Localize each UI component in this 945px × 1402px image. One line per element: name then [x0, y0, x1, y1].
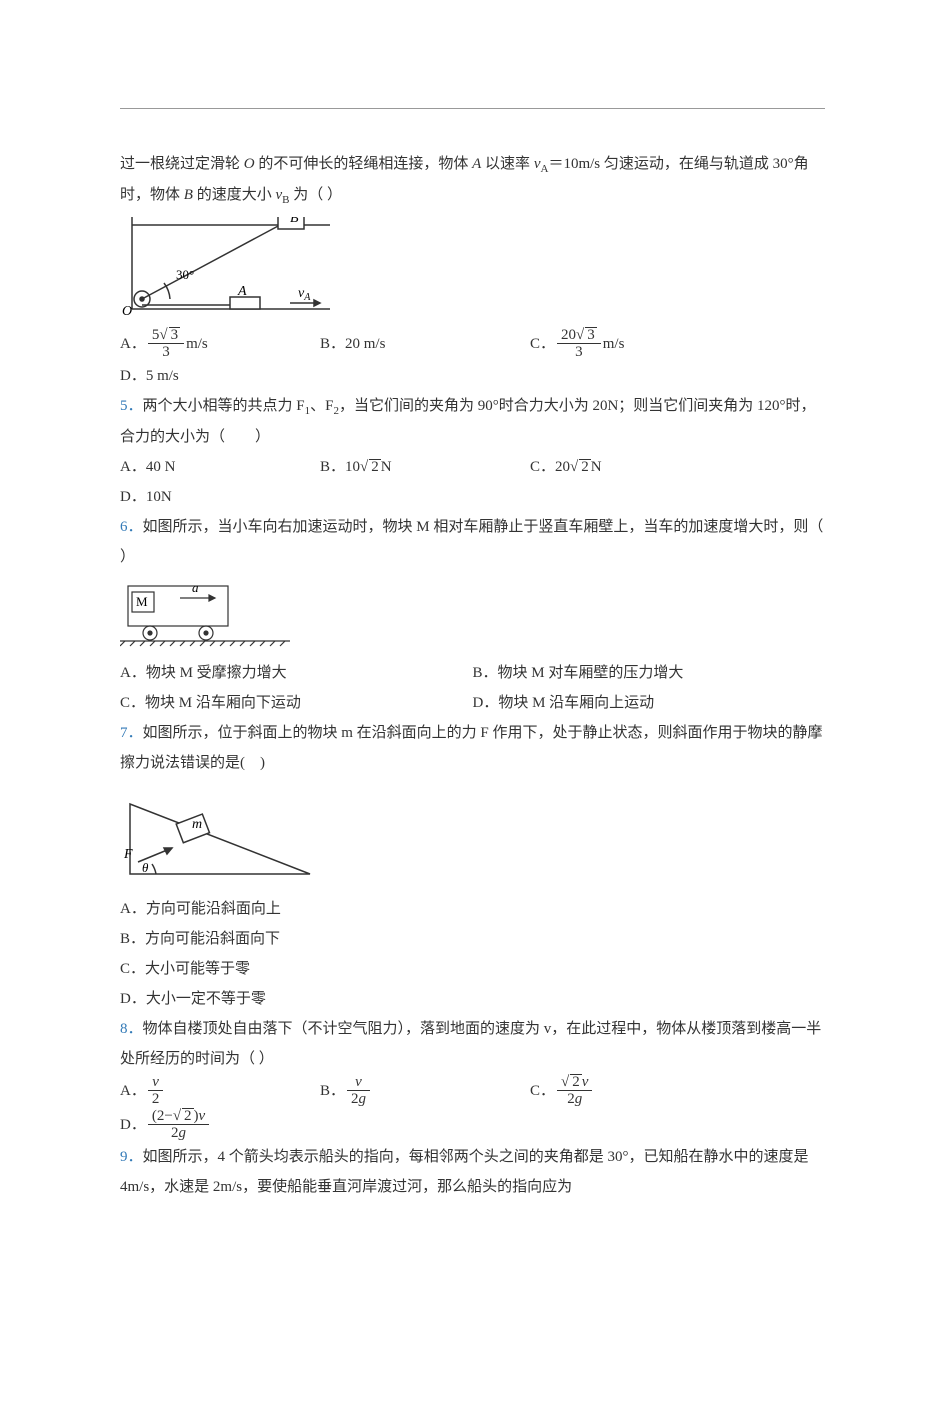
q6-options-row2: C．物块 M 沿车厢向下运动 D．物块 M 沿车厢向上运动 — [120, 688, 825, 718]
q6-figure: M a — [120, 578, 825, 648]
q7-opt-B: B．方向可能沿斜面向下 — [120, 924, 825, 954]
q7-opt-A: A．方向可能沿斜面向上 — [120, 894, 825, 924]
q7-label-m: m — [192, 817, 202, 832]
q4-label-B: B — [290, 217, 299, 226]
q9-num: 9． — [120, 1149, 143, 1165]
q4-label-angle: 30° — [176, 267, 194, 282]
q8-text: 8．物体自楼顶处自由落下（不计空气阻力），落到地面的速度为 v，在此过程中，物体… — [120, 1014, 825, 1074]
q4-label-A: A — [237, 284, 247, 299]
q4-label-O: O — [122, 304, 132, 317]
q6-opt-B: B．物块 M 对车厢壁的压力增大 — [473, 658, 826, 688]
q8-opt-C: C． √2v2g — [530, 1074, 730, 1108]
q6-opt-C: C．物块 M 沿车厢向下运动 — [120, 688, 473, 718]
q7-label-F: F — [123, 847, 133, 862]
q4-label-vA: vA — [298, 286, 311, 303]
top-rule — [120, 108, 825, 109]
q4-figure: B 30° O A vA — [120, 217, 825, 317]
q4-opt-D: D．5 m/s — [120, 361, 240, 391]
q8-options: A． v2 B． v2g C． √2v2g D． (2−√2)v2g — [120, 1074, 825, 1142]
q5-options: A．40 N B．10√2 N C．20√2 N D．10N — [120, 452, 825, 512]
q7-opt-D: D．大小一定不等于零 — [120, 984, 825, 1014]
q6-num: 6． — [120, 519, 143, 535]
q6-text: 6．如图所示，当小车向右加速运动时，物块 M 相对车厢静止于竖直车厢壁上，当车的… — [120, 512, 825, 572]
q5-text: 5．两个大小相等的共点力 F1、F2，当它们间的夹角为 90°时合力大小为 20… — [120, 391, 825, 452]
q5-num: 5． — [120, 398, 143, 414]
q7-text: 7．如图所示，位于斜面上的物块 m 在沿斜面向上的力 F 作用下，处于静止状态，… — [120, 718, 825, 778]
q7-figure: m F θ — [120, 784, 825, 884]
q7-opt-C: C．大小可能等于零 — [120, 954, 825, 984]
q6-options-row1: A．物块 M 受摩擦力增大 B．物块 M 对车厢壁的压力增大 — [120, 658, 825, 688]
q4-opt-B: B．20 m/s — [320, 329, 520, 359]
q8-opt-A: A． v2 — [120, 1074, 310, 1108]
q4-options: A． 5√33 m/s B．20 m/s C． 20√33 m/s D．5 m/… — [120, 327, 825, 391]
q6-label-a: a — [192, 580, 199, 595]
q4-opt-A: A． 5√33 m/s — [120, 327, 310, 361]
q6-label-M: M — [136, 594, 148, 609]
q9-text: 9．如图所示，4 个箭头均表示船头的指向，每相邻两个头之间的夹角都是 30°，已… — [120, 1142, 825, 1202]
q5-opt-D: D．10N — [120, 482, 240, 512]
q4-opt-C: C． 20√33 m/s — [530, 327, 730, 361]
q6-opt-A: A．物块 M 受摩擦力增大 — [120, 658, 473, 688]
q5-opt-A: A．40 N — [120, 452, 310, 482]
q6-opt-D: D．物块 M 沿车厢向上运动 — [473, 688, 826, 718]
q8-opt-D: D． (2−√2)v2g — [120, 1108, 280, 1142]
q8-num: 8． — [120, 1021, 143, 1037]
q4-text: 过一根绕过定滑轮 O 的不可伸长的轻绳相连接，物体 A 以速率 vA＝10m/s… — [120, 149, 825, 211]
q7-num: 7． — [120, 725, 143, 741]
q5-opt-B: B．10√2 N — [320, 452, 520, 482]
q8-opt-B: B． v2g — [320, 1074, 520, 1108]
q5-opt-C: C．20√2 N — [530, 452, 730, 482]
q7-label-theta: θ — [142, 860, 149, 875]
